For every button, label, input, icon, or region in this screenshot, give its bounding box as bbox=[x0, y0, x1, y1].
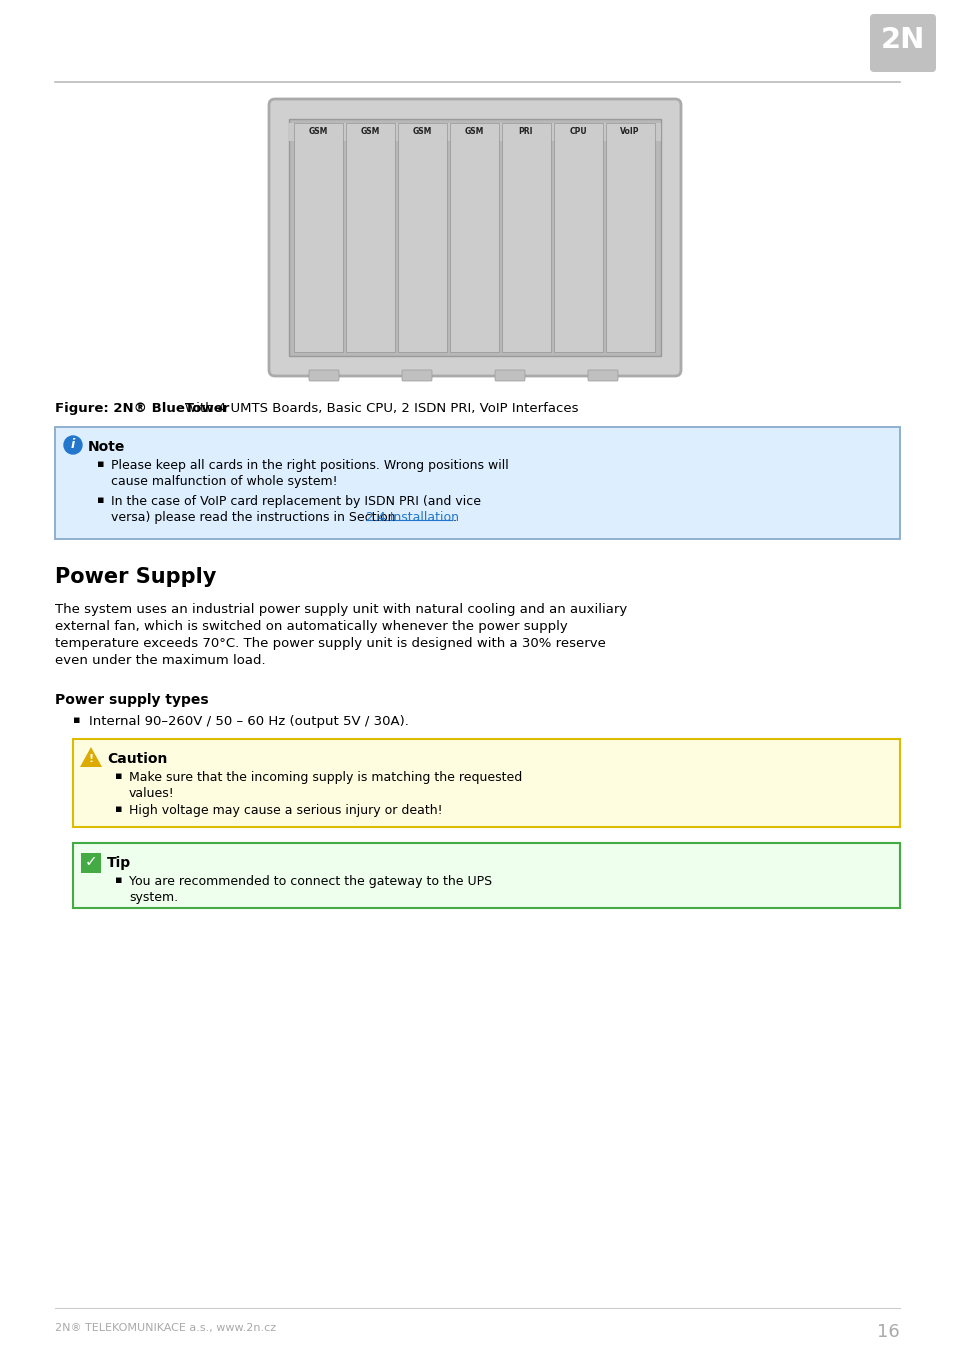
Text: Tip: Tip bbox=[107, 856, 131, 869]
Bar bbox=[346, 123, 395, 352]
Text: temperature exceeds 70°C. The power supply unit is designed with a 30% reserve: temperature exceeds 70°C. The power supp… bbox=[55, 637, 605, 649]
Text: Power supply types: Power supply types bbox=[55, 693, 209, 707]
Text: GSM: GSM bbox=[412, 127, 432, 136]
Text: i: i bbox=[71, 439, 75, 451]
FancyBboxPatch shape bbox=[55, 427, 899, 539]
Text: 2N: 2N bbox=[880, 26, 924, 54]
Text: system.: system. bbox=[129, 891, 178, 904]
Text: High voltage may cause a serious injury or death!: High voltage may cause a serious injury … bbox=[129, 805, 442, 817]
Text: You are recommended to connect the gateway to the UPS: You are recommended to connect the gatew… bbox=[129, 875, 492, 888]
Text: GSM: GSM bbox=[360, 127, 379, 136]
FancyBboxPatch shape bbox=[401, 370, 432, 381]
Text: ▪: ▪ bbox=[97, 459, 105, 468]
Bar bbox=[501, 123, 551, 352]
Circle shape bbox=[64, 436, 82, 454]
FancyBboxPatch shape bbox=[73, 738, 899, 828]
Text: versa) please read the instructions in Section: versa) please read the instructions in S… bbox=[111, 512, 399, 524]
Text: CPU: CPU bbox=[569, 127, 586, 136]
Text: Please keep all cards in the right positions. Wrong positions will: Please keep all cards in the right posit… bbox=[111, 459, 508, 472]
Text: ▪: ▪ bbox=[97, 495, 105, 505]
Text: ▪: ▪ bbox=[115, 805, 122, 814]
Text: Power Supply: Power Supply bbox=[55, 567, 216, 587]
Text: GSM: GSM bbox=[464, 127, 483, 136]
FancyBboxPatch shape bbox=[495, 370, 524, 381]
Text: The system uses an industrial power supply unit with natural cooling and an auxi: The system uses an industrial power supp… bbox=[55, 603, 626, 616]
Text: Caution: Caution bbox=[107, 752, 167, 765]
FancyBboxPatch shape bbox=[869, 14, 935, 72]
FancyBboxPatch shape bbox=[587, 370, 618, 381]
Bar bbox=[289, 123, 660, 140]
Text: 2N® TELEKOMUNIKACE a.s., www.2n.cz: 2N® TELEKOMUNIKACE a.s., www.2n.cz bbox=[55, 1323, 275, 1332]
Text: values!: values! bbox=[129, 787, 174, 801]
Text: with 4 UMTS Boards, Basic CPU, 2 ISDN PRI, VoIP Interfaces: with 4 UMTS Boards, Basic CPU, 2 ISDN PR… bbox=[181, 402, 578, 414]
Bar bbox=[605, 123, 655, 352]
Bar bbox=[289, 119, 660, 356]
Bar bbox=[450, 123, 498, 352]
Text: .: . bbox=[452, 512, 456, 524]
Text: In the case of VoIP card replacement by ISDN PRI (and vice: In the case of VoIP card replacement by … bbox=[111, 495, 480, 508]
Text: ▪: ▪ bbox=[115, 771, 122, 782]
Bar bbox=[554, 123, 602, 352]
Text: 2.4 Installation: 2.4 Installation bbox=[365, 512, 458, 524]
Text: !: ! bbox=[89, 755, 93, 764]
Text: Make sure that the incoming supply is matching the requested: Make sure that the incoming supply is ma… bbox=[129, 771, 521, 784]
Text: external fan, which is switched on automatically whenever the power supply: external fan, which is switched on autom… bbox=[55, 620, 567, 633]
Text: 16: 16 bbox=[877, 1323, 899, 1341]
Polygon shape bbox=[80, 747, 102, 767]
Text: even under the maximum load.: even under the maximum load. bbox=[55, 653, 265, 667]
Text: Internal 90–260V / 50 – 60 Hz (output 5V / 30A).: Internal 90–260V / 50 – 60 Hz (output 5V… bbox=[89, 716, 409, 728]
Text: VoIP: VoIP bbox=[619, 127, 639, 136]
FancyBboxPatch shape bbox=[269, 99, 680, 377]
Text: cause malfunction of whole system!: cause malfunction of whole system! bbox=[111, 475, 337, 487]
Bar bbox=[294, 123, 343, 352]
Text: GSM: GSM bbox=[308, 127, 327, 136]
Text: ▪: ▪ bbox=[115, 875, 122, 886]
Bar bbox=[81, 853, 101, 873]
Text: PRI: PRI bbox=[518, 127, 533, 136]
FancyBboxPatch shape bbox=[73, 842, 899, 909]
Text: ✓: ✓ bbox=[85, 855, 97, 869]
Text: Figure: 2N® BlueTower: Figure: 2N® BlueTower bbox=[55, 402, 229, 414]
Bar bbox=[397, 123, 447, 352]
FancyBboxPatch shape bbox=[309, 370, 338, 381]
Text: ▪: ▪ bbox=[73, 716, 80, 725]
Text: Note: Note bbox=[88, 440, 125, 454]
